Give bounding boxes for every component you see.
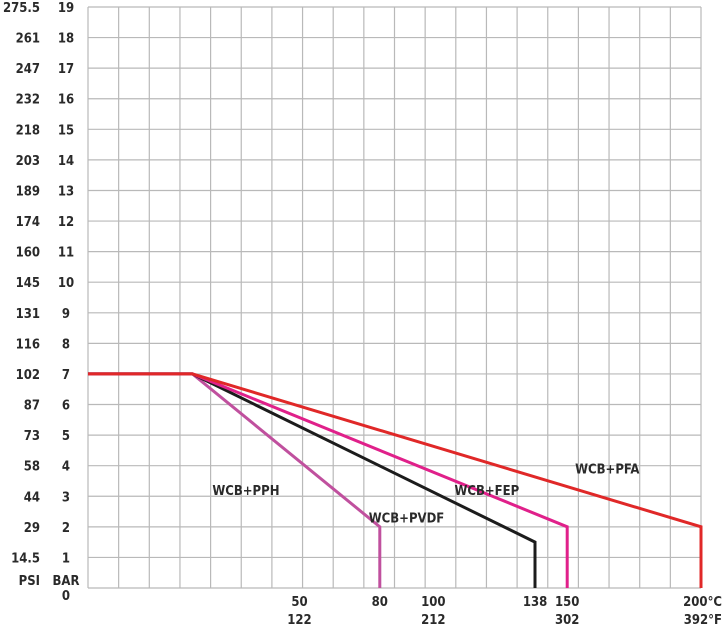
series-label: WCB+FEP — [454, 484, 519, 499]
y-bar-tick-label: 6 — [62, 399, 70, 414]
y-psi-tick-label: 247 — [16, 62, 40, 77]
y-psi-tick-label: 73 — [24, 429, 40, 444]
series-label: WCB+PFA — [575, 463, 639, 478]
series-label: WCB+PPH — [212, 484, 279, 499]
y-bar-tick-label: 5 — [62, 429, 70, 444]
y-bar-tick-label: 4 — [62, 460, 70, 475]
axis-labels: 1234567891011121314151617181914.52944587… — [3, 1, 722, 627]
y-bar-tick-label: 11 — [58, 246, 74, 261]
x-celsius-tick-label: 200°C — [683, 595, 722, 610]
y-psi-tick-label: 261 — [16, 32, 40, 47]
series-line-wcb-fep — [88, 372, 569, 588]
y-bar-tick-label: 19 — [58, 1, 74, 16]
x-celsius-tick-label: 100 — [421, 595, 445, 610]
y-bar-tick-label: 10 — [58, 276, 74, 291]
y-psi-tick-label: 29 — [24, 521, 40, 536]
y-psi-tick-label: 160 — [16, 246, 40, 261]
y-psi-tick-label: 145 — [16, 276, 40, 291]
x-celsius-tick-label: 138 — [523, 595, 547, 610]
y-psi-tick-label: 203 — [16, 154, 40, 169]
x-celsius-tick-label: 150 — [555, 595, 579, 610]
y-bar-tick-label: 18 — [58, 32, 74, 47]
y-psi-tick-label: 87 — [24, 399, 40, 414]
series-line-wcb-pfa — [88, 372, 703, 588]
y-bar-tick-label: 7 — [62, 368, 70, 383]
y-psi-tick-label: 275.5 — [3, 1, 40, 16]
y-bar-tick-label: 8 — [62, 337, 70, 352]
y-psi-tick-label: 14.5 — [11, 551, 40, 566]
x-celsius-tick-label: 80 — [372, 595, 388, 610]
series-label: WCB+PVDF — [369, 512, 445, 527]
y-bar-tick-label: 12 — [58, 215, 74, 230]
x-fahrenheit-tick-label: 392°F — [684, 613, 722, 627]
y-psi-tick-label: 232 — [16, 93, 40, 108]
y-psi-tick-label: 44 — [24, 490, 40, 505]
y-bar-tick-label: 13 — [58, 184, 74, 199]
series-line-wcb-pph — [88, 372, 382, 588]
series-lines: WCB+PPH WCB+PVDF WCB+FEP WCB+PFA — [88, 372, 703, 588]
y-bar-axis-label: BAR — [53, 574, 80, 589]
y-psi-tick-label: 131 — [16, 307, 40, 322]
y-bar-tick-label: 3 — [62, 490, 70, 505]
series-line-wcb-pvdf — [88, 372, 537, 588]
y-psi-tick-label: 58 — [24, 460, 40, 475]
y-psi-tick-label: 116 — [16, 337, 40, 352]
y-bar-tick-label: 17 — [58, 62, 74, 77]
y-zero-label: 0 — [62, 589, 70, 604]
y-psi-tick-label: 174 — [16, 215, 40, 230]
y-bar-tick-label: 14 — [58, 154, 74, 169]
y-bar-tick-label: 1 — [62, 551, 70, 566]
y-psi-tick-label: 189 — [16, 184, 40, 199]
y-psi-tick-label: 218 — [16, 123, 40, 138]
y-psi-tick-label: 102 — [16, 368, 40, 383]
y-bar-tick-label: 16 — [58, 93, 74, 108]
y-bar-tick-label: 9 — [62, 307, 70, 322]
x-fahrenheit-tick-label: 212 — [421, 613, 445, 627]
x-celsius-tick-label: 50 — [291, 595, 307, 610]
grid — [87, 6, 702, 589]
y-psi-axis-label: PSI — [19, 574, 40, 589]
x-fahrenheit-tick-label: 302 — [555, 613, 579, 627]
y-bar-tick-label: 15 — [58, 123, 74, 138]
x-fahrenheit-tick-label: 122 — [287, 613, 311, 627]
y-bar-tick-label: 2 — [62, 521, 70, 536]
